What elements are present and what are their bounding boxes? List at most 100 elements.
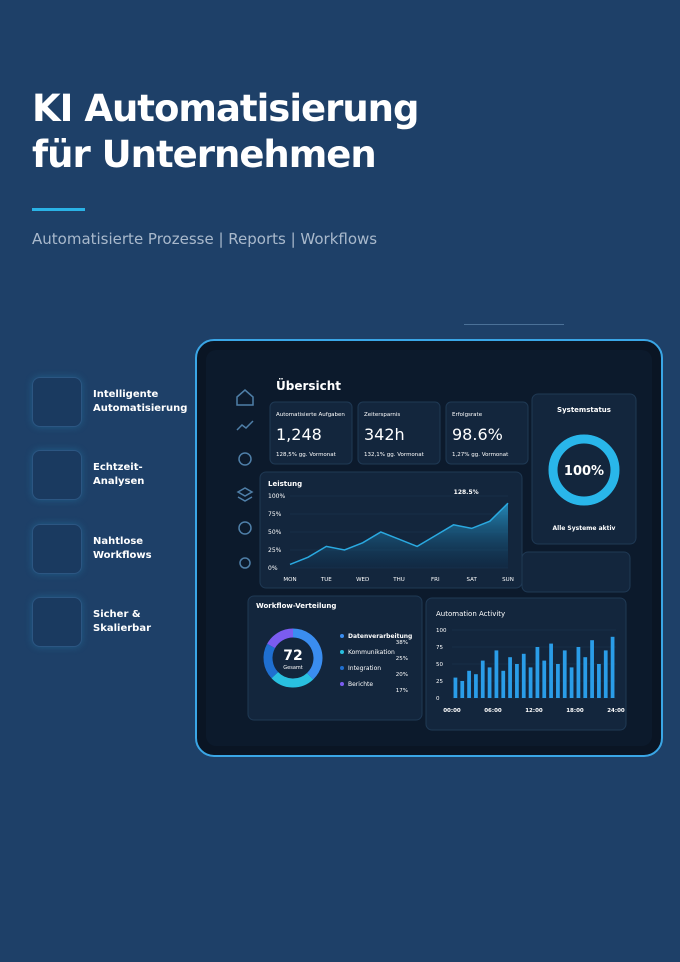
kpi-label: Erfolgsrate [452, 412, 483, 418]
bar [556, 664, 560, 698]
bar [549, 643, 553, 698]
x-tick-label: SUN [502, 577, 514, 583]
y-tick-label: 100 [436, 628, 447, 634]
bar [480, 660, 485, 698]
status-ring [548, 434, 620, 506]
legend-value: 38% [396, 640, 408, 646]
kpi-change: 132,1% gg. Vormonat [364, 452, 425, 458]
bar [487, 667, 492, 698]
empty-card [521, 551, 631, 593]
y-tick-label: 50% [268, 529, 282, 536]
kpi-card [269, 401, 353, 465]
x-tick-label: 18:00 [566, 708, 584, 714]
bar [508, 657, 512, 698]
status-card [531, 393, 637, 545]
chart-title: Automation Activity [436, 610, 505, 618]
x-tick-label: WED [356, 577, 369, 583]
feature: Nahtlose Workflows [32, 524, 193, 574]
legend-label: Kommunikation [348, 649, 395, 656]
divider [464, 324, 564, 325]
feature-label: Sicher & Skalierbar [93, 609, 152, 634]
bar [562, 650, 567, 698]
bar [542, 660, 547, 698]
y-tick-label: 0 [436, 696, 440, 702]
bar [583, 657, 588, 698]
feature-icon [32, 524, 82, 574]
area [290, 503, 508, 568]
x-tick-label: 00:00 [443, 708, 461, 714]
bar [515, 664, 519, 698]
status-value: 100% [564, 464, 604, 479]
feature: Sicher & Skalierbar [32, 597, 193, 647]
bar [528, 667, 533, 698]
annotation: 128.5% [454, 489, 479, 496]
y-tick-label: 100% [268, 493, 285, 500]
kpi-label: Zeitersparnis [364, 412, 400, 418]
donut-total: 72 [283, 648, 302, 664]
feature-label: Echtzeit-Analysen [93, 462, 145, 487]
kpi-value: 1,248 [276, 425, 322, 444]
y-tick-label: 0% [268, 565, 278, 572]
feature: Intelligente Automatisierung [32, 377, 193, 427]
legend-label: Berichte [348, 681, 373, 688]
workflow-card [247, 595, 423, 721]
y-tick-label: 25 [436, 679, 443, 685]
kpi-value: 342h [364, 425, 405, 444]
bar [460, 681, 465, 698]
dashboard-title: Übersicht [276, 378, 341, 393]
feature: Echtzeit-Analysen [32, 450, 193, 500]
y-tick-label: 75% [268, 511, 282, 518]
bar [474, 674, 478, 698]
donut-segment [292, 628, 323, 680]
legend-dot [340, 650, 344, 654]
sidebar [236, 389, 254, 569]
feature-icon [32, 597, 82, 647]
kpi-card [445, 401, 529, 465]
feature-label: Intelligente Automatisierung [93, 389, 188, 414]
feature-label: Nahtlose Workflows [93, 536, 152, 561]
y-tick-label: 25% [268, 547, 282, 554]
kpi-value: 98.6% [452, 425, 503, 444]
title-line: für Unternehmen [32, 133, 377, 176]
legend-dot [340, 682, 344, 686]
kpi-change: 128,5% gg. Vormonat [276, 452, 337, 458]
legend-label: Datenverarbeitung [348, 633, 412, 640]
chart-title: Leistung [268, 480, 302, 488]
kpi-label: Automatisierte Aufgaben [276, 412, 345, 418]
bar [603, 650, 608, 698]
title: KI Automatisierung für Unternehmen [32, 86, 420, 178]
accent-rule [32, 208, 85, 211]
feature-icon [32, 377, 82, 427]
x-tick-label: TUE [320, 577, 332, 583]
bar [576, 647, 581, 698]
bar [501, 670, 506, 698]
feature-icon [32, 450, 82, 500]
kpi-card [357, 401, 441, 465]
line [289, 502, 509, 566]
x-tick-label: THU [392, 577, 405, 583]
donut-total-label: Gesamt [283, 665, 302, 671]
tablet: Übersicht Automatisierte Aufgaben 1,248 12… [195, 339, 663, 757]
subtitle: Automatisierte Prozesse | Reports | Work… [32, 230, 378, 248]
bar [521, 653, 526, 698]
x-tick-label: 24:00 [607, 708, 625, 714]
x-tick-label: MON [283, 577, 296, 583]
kpi-change: 1,27% gg. Vormonat [452, 452, 509, 458]
legend-value: 17% [396, 688, 408, 694]
y-tick-label: 75 [436, 645, 443, 651]
donut-segment [263, 643, 279, 679]
bar [569, 667, 574, 698]
donut-segment [271, 671, 314, 688]
y-tick-label: 50 [436, 662, 443, 668]
x-tick-label: 12:00 [525, 708, 543, 714]
legend-label: Integration [348, 665, 381, 672]
bar [610, 636, 615, 698]
bar [494, 650, 499, 698]
x-tick-label: FRI [431, 577, 440, 583]
bar [535, 647, 540, 698]
bar [597, 664, 601, 698]
chart-title: Workflow-Verteilung [256, 602, 336, 610]
status-title: Systemstatus [557, 406, 611, 414]
legend-value: 20% [396, 672, 408, 678]
